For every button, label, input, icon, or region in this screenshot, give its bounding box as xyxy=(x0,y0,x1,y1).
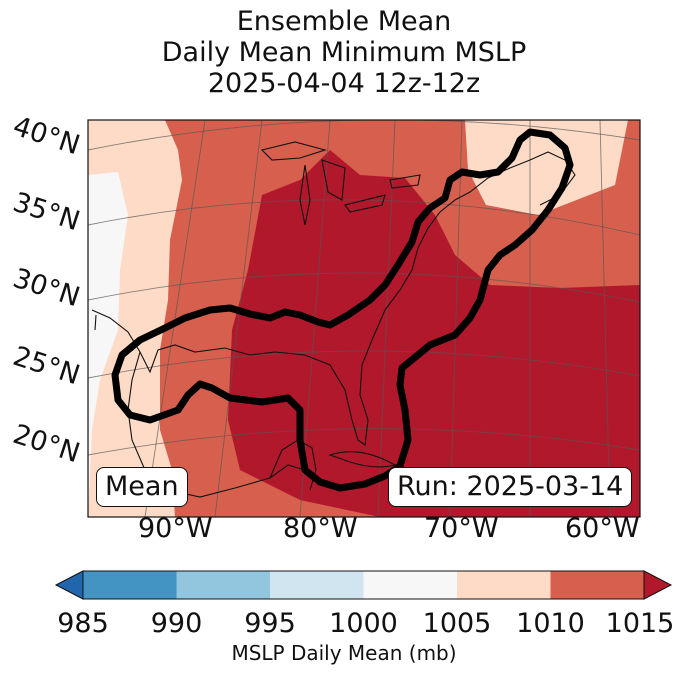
graticule xyxy=(88,120,640,517)
run-label: Run: 2025-03-14 xyxy=(388,467,633,507)
title-line-2: Daily Mean Minimum MSLP xyxy=(161,37,527,68)
parallel-30n xyxy=(88,272,640,303)
colorbar-bin-985-990 xyxy=(83,571,177,599)
coastline-baja xyxy=(94,314,97,331)
colorbar-tick-990: 990 xyxy=(150,608,203,639)
great-lake-superior xyxy=(260,141,327,161)
title-line-3: 2025-04-04 12z-12z xyxy=(207,68,481,99)
ensemble-contour xyxy=(111,128,574,492)
meridian-75w xyxy=(377,120,396,517)
colorbar-label: MSLP Daily Mean (mb) xyxy=(231,641,457,665)
meridian-70w xyxy=(449,120,463,517)
mean-label: Mean xyxy=(96,467,188,507)
parallel-40n xyxy=(88,120,640,151)
colorbar-tick-1010: 1010 xyxy=(516,608,585,639)
parallel-25n xyxy=(88,350,640,379)
parallel-20n xyxy=(88,428,640,456)
coastline-gulf xyxy=(91,309,373,446)
colorbar-tick-1005: 1005 xyxy=(422,608,492,639)
map-frame xyxy=(87,119,641,518)
meridian-85w xyxy=(214,120,263,517)
great-lake-ontario xyxy=(389,174,421,189)
colorbar-extend-high xyxy=(643,570,673,600)
great-lake-huron xyxy=(321,159,346,201)
coastlines xyxy=(91,141,576,498)
title-line-1: Ensemble Mean xyxy=(236,6,452,37)
colorbar-bin-990-995 xyxy=(176,571,270,599)
colorbar-tick-995: 995 xyxy=(244,608,296,639)
lon-label-90w: 90°W xyxy=(138,513,213,544)
colorbar-bin-1005-1010 xyxy=(457,571,551,599)
pressure-region-above-1015 xyxy=(228,150,640,517)
parallel-35n xyxy=(88,199,640,236)
chart-title: Ensemble Mean Daily Mean Minimum MSLP 20… xyxy=(0,6,688,99)
great-lake-erie xyxy=(344,194,386,213)
colorbar-bin-1010-1015 xyxy=(550,571,644,599)
lon-label-70w: 70°W xyxy=(424,513,499,544)
colorbar-tick-985: 985 xyxy=(57,608,109,639)
lon-label-80w: 80°W xyxy=(283,513,358,544)
colorbar-extend-low xyxy=(54,570,84,600)
map-area xyxy=(88,120,640,517)
colorbar xyxy=(54,570,673,600)
colorbar-bin-1000-1005 xyxy=(363,571,457,599)
colorbar-bin-995-1000 xyxy=(270,571,364,599)
colorbar-tick-1015: 1015 xyxy=(605,608,675,639)
coastline-yucatan xyxy=(269,439,317,491)
meridian-60w xyxy=(599,120,611,517)
great-lake-michigan xyxy=(299,164,311,226)
pressure-region-1000-1005 xyxy=(88,172,128,517)
colorbar-tick-1000: 1000 xyxy=(329,608,398,639)
coastline-cuba xyxy=(328,451,397,468)
meridian-90w xyxy=(144,120,206,517)
colorbar-frame xyxy=(82,570,645,600)
lon-label-60w: 60°W xyxy=(565,513,640,544)
